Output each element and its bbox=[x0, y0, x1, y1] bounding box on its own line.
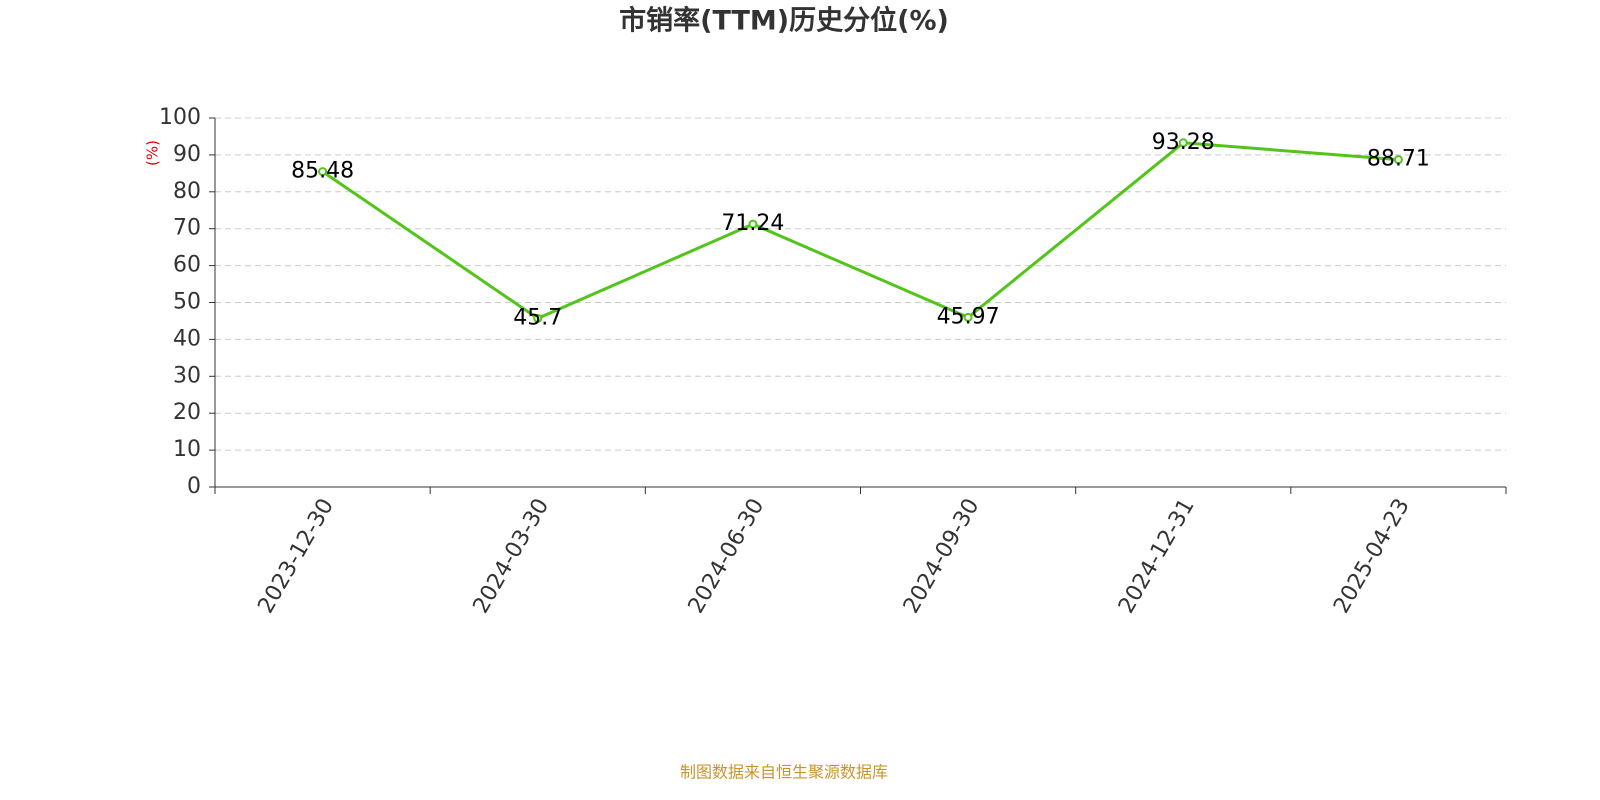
x-tick-label: 2024-06-30 bbox=[684, 495, 770, 618]
data-label: 45.97 bbox=[937, 304, 1000, 329]
chart-title: 市销率(TTM)历史分位(%) bbox=[619, 5, 949, 37]
x-tick-label: 2023-12-30 bbox=[253, 495, 339, 618]
y-tick-label: 0 bbox=[187, 474, 201, 499]
x-tick-label: 2024-03-30 bbox=[469, 495, 555, 618]
point bbox=[1393, 155, 1403, 165]
point bbox=[533, 313, 543, 323]
data-label: 88.71 bbox=[1367, 147, 1430, 172]
y-tick-label: 50 bbox=[173, 290, 201, 315]
y-tick-label: 60 bbox=[173, 253, 201, 278]
data-label: 71.24 bbox=[721, 211, 784, 236]
point bbox=[318, 167, 328, 177]
point bbox=[1178, 138, 1188, 148]
y-tick-label: 20 bbox=[173, 400, 201, 425]
source-note: 制图数据来自恒生聚源数据库 bbox=[680, 763, 888, 782]
y-axis-label: (%) bbox=[144, 140, 162, 166]
y-tick-label: 30 bbox=[173, 363, 201, 388]
x-tick-label: 2024-12-31 bbox=[1114, 495, 1200, 618]
x-tick-label: 2024-09-30 bbox=[899, 495, 985, 618]
y-tick-label: 40 bbox=[173, 326, 201, 351]
data-label: 45.7 bbox=[513, 305, 562, 330]
y-tick-label: 90 bbox=[173, 142, 201, 167]
point bbox=[748, 219, 758, 229]
data-label: 85.48 bbox=[291, 159, 354, 184]
y-tick-label: 70 bbox=[173, 216, 201, 241]
y-tick-label: 80 bbox=[173, 179, 201, 204]
data-label: 93.28 bbox=[1152, 130, 1215, 155]
y-tick-label: 100 bbox=[159, 105, 201, 130]
point bbox=[963, 312, 973, 322]
y-tick-label: 10 bbox=[173, 437, 201, 462]
x-tick-label: 2025-04-23 bbox=[1329, 495, 1415, 618]
series-line bbox=[321, 141, 1399, 321]
